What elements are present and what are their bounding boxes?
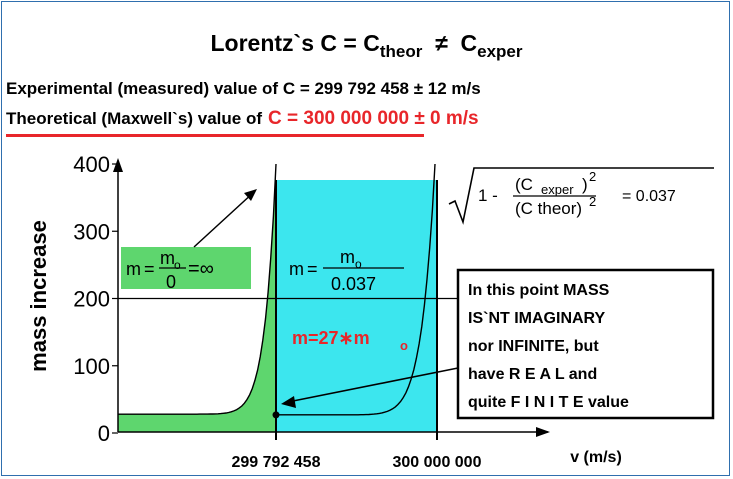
finite-mass-label: m=27∗m — [292, 328, 370, 348]
x-tick-label: 300 000 000 — [393, 454, 482, 471]
y-axis-label: mass increase — [26, 220, 51, 372]
ratio-numerator-sub: o — [355, 257, 362, 271]
sqrt-one: 1 - — [478, 186, 498, 205]
chart-axes — [113, 158, 550, 437]
y-tick-label: 0 — [98, 421, 110, 446]
explanation-line: quite F I N I T E value — [468, 394, 629, 411]
finite-mass-point — [272, 411, 280, 419]
sqrt-cexper-close: ) — [582, 175, 588, 194]
cyan-curve — [276, 163, 436, 416]
ratio-eq: = — [307, 259, 318, 279]
infinity-numerator: m — [160, 248, 175, 268]
sqrt-cexper-sub: exper — [541, 182, 574, 197]
sqrt-ctheor: (C theor) — [515, 199, 582, 218]
explanation-arrow-head — [281, 396, 296, 408]
cyan-region — [276, 180, 437, 432]
y-axis-arrow — [113, 158, 123, 172]
chart-ticks: 0 100 200 300 400 299 792 458 300 000 000 v (m/… — [26, 152, 622, 471]
chart-curves — [118, 163, 436, 416]
finite-mass-label-sub: o — [400, 338, 408, 353]
explanation-line: nor INFINITE, but — [468, 338, 599, 355]
infinity-eq: = — [144, 259, 155, 279]
explanation-line: In this point MASS — [468, 282, 610, 299]
green-curve — [118, 163, 277, 415]
sqrt-sign — [448, 167, 714, 225]
y-tick-label: 300 — [73, 219, 110, 244]
infinity-m: m — [126, 259, 141, 279]
ratio-m: m — [289, 259, 304, 279]
chart-title: Lorentz`s C = Ctheor ≠ Cexper — [210, 30, 523, 61]
infinity-arrow-head — [244, 189, 257, 201]
theoretical-underline — [6, 134, 424, 137]
y-tick-label: 200 — [73, 287, 110, 312]
ratio-numerator: m — [340, 247, 355, 267]
explanation-box — [456, 268, 715, 420]
ratio-denominator: 0.037 — [331, 274, 376, 294]
theoretical-label: Theoretical (Maxwell`s) value of — [6, 109, 263, 128]
explanation-arrow-line — [287, 367, 459, 403]
x-axis-label: v (m/s) — [570, 449, 622, 466]
sqrt-exp-top: 2 — [589, 169, 596, 184]
x-axis-arrow — [536, 427, 550, 437]
experimental-value-line: Experimental (measured) value of C = 299… — [6, 79, 481, 98]
infinity-numerator-sub: o — [174, 258, 181, 272]
infinity-denominator: 0 — [166, 272, 176, 292]
green-region — [118, 164, 276, 432]
y-tick-label: 400 — [73, 152, 110, 177]
infinity-value: =∞ — [188, 258, 214, 280]
sqrt-exp-bottom: 2 — [589, 194, 596, 209]
sqrt-cexper: (C — [515, 175, 533, 194]
chart-areas — [118, 164, 437, 432]
theoretical-value: C = 300 000 000 ± 0 m/s — [268, 108, 479, 129]
infinity-arrow-line — [193, 191, 255, 248]
theoretical-value-line: Theoretical (Maxwell`s) value of C = 300 … — [6, 108, 479, 130]
x-tick-label: 299 792 458 — [232, 454, 321, 471]
explanation-line: IS`NT IMAGINARY — [468, 310, 606, 327]
y-tick-label: 100 — [73, 354, 110, 379]
explanation-line: have R E A L and — [468, 366, 597, 383]
sqrt-result: = 0.037 — [622, 188, 676, 205]
